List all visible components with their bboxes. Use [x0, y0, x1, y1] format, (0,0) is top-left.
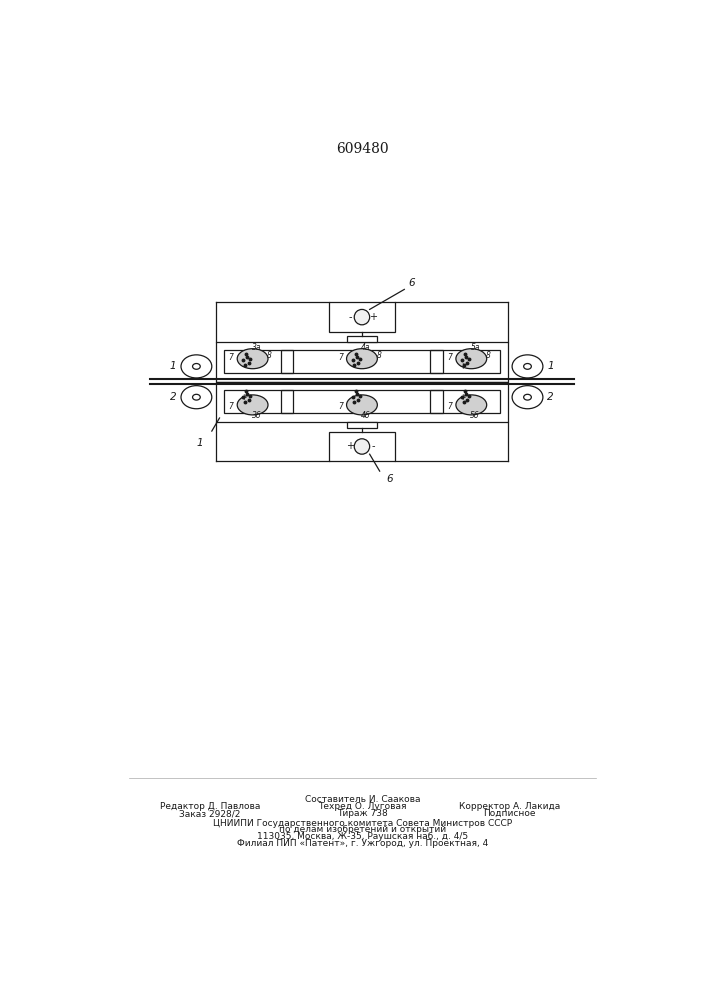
Text: +: +	[370, 312, 378, 322]
Text: 7: 7	[228, 353, 233, 362]
Text: 7: 7	[448, 353, 452, 362]
Text: 8: 8	[267, 351, 272, 360]
Bar	[281, 350, 293, 373]
Text: +: +	[459, 393, 465, 402]
Ellipse shape	[238, 395, 268, 415]
Bar	[281, 350, 293, 373]
Text: Составитель И. Саакова: Составитель И. Саакова	[305, 795, 420, 804]
Bar	[346, 422, 378, 428]
Text: 6: 6	[386, 474, 393, 484]
Bar	[224, 350, 500, 373]
Text: 7: 7	[338, 353, 343, 362]
Bar	[216, 382, 508, 422]
Bar	[431, 350, 443, 373]
Ellipse shape	[456, 349, 486, 369]
Text: -: -	[372, 441, 375, 451]
Ellipse shape	[354, 439, 370, 454]
Bar	[346, 336, 378, 342]
Bar	[329, 302, 395, 332]
Bar	[281, 390, 293, 413]
Text: 5a: 5a	[470, 343, 480, 352]
Text: 609480: 609480	[336, 142, 388, 156]
Text: 4a: 4a	[361, 343, 370, 352]
Text: 2: 2	[547, 392, 554, 402]
Ellipse shape	[192, 394, 200, 400]
Ellipse shape	[238, 349, 268, 369]
Text: 6: 6	[409, 278, 415, 288]
Bar	[216, 342, 508, 382]
Text: 2: 2	[170, 392, 177, 402]
Bar	[224, 350, 500, 373]
Text: -: -	[349, 312, 352, 322]
Ellipse shape	[354, 309, 370, 325]
Text: 4б: 4б	[361, 411, 370, 420]
Bar	[224, 390, 500, 413]
Bar	[431, 390, 443, 413]
Text: 7: 7	[448, 402, 452, 411]
Text: Корректор А. Лакида: Корректор А. Лакида	[459, 802, 560, 811]
Bar	[431, 390, 443, 413]
Text: 3a: 3a	[252, 343, 261, 352]
Text: Редактор Д. Павлова: Редактор Д. Павлова	[160, 802, 260, 811]
Text: 8: 8	[376, 351, 381, 360]
Text: 1: 1	[547, 361, 554, 371]
Text: 7: 7	[228, 402, 233, 411]
Text: Заказ 2928/2: Заказ 2928/2	[179, 809, 240, 818]
Text: 1: 1	[170, 361, 177, 371]
Text: 7: 7	[338, 402, 343, 411]
Bar	[281, 390, 293, 413]
Ellipse shape	[524, 364, 532, 369]
Ellipse shape	[192, 364, 200, 369]
Text: Филиал ПИП «Патент», г. Ужгород, ул. Проектная, 4: Филиал ПИП «Патент», г. Ужгород, ул. Про…	[237, 839, 488, 848]
Text: +: +	[346, 441, 354, 451]
Text: +: +	[459, 362, 465, 371]
Ellipse shape	[524, 394, 532, 400]
Text: +: +	[240, 393, 247, 402]
Text: Подписное: Подписное	[483, 809, 536, 818]
Text: -: -	[351, 393, 354, 402]
Bar	[329, 432, 395, 461]
Text: 113035, Москва, Ж-35, Раушская наб., д. 4/5: 113035, Москва, Ж-35, Раушская наб., д. …	[257, 832, 468, 841]
Text: 8: 8	[486, 351, 491, 360]
Ellipse shape	[346, 349, 378, 369]
Text: 3б: 3б	[252, 411, 262, 420]
Bar	[216, 382, 508, 422]
Bar	[431, 350, 443, 373]
Ellipse shape	[456, 395, 486, 415]
Text: 5б: 5б	[470, 411, 480, 420]
Ellipse shape	[346, 395, 378, 415]
Text: Тираж 738: Тираж 738	[337, 809, 387, 818]
Text: ЦНИИПИ Государственного комитета Совета Министров СССР: ЦНИИПИ Государственного комитета Совета …	[213, 819, 512, 828]
Bar	[224, 390, 500, 413]
Text: 1: 1	[197, 438, 204, 448]
Bar	[216, 342, 508, 382]
Text: -: -	[351, 362, 354, 371]
Text: -: -	[242, 362, 245, 371]
Text: Техред О. Луговая: Техред О. Луговая	[318, 802, 407, 811]
Text: по делам изобретений и открытий: по делам изобретений и открытий	[279, 825, 446, 834]
